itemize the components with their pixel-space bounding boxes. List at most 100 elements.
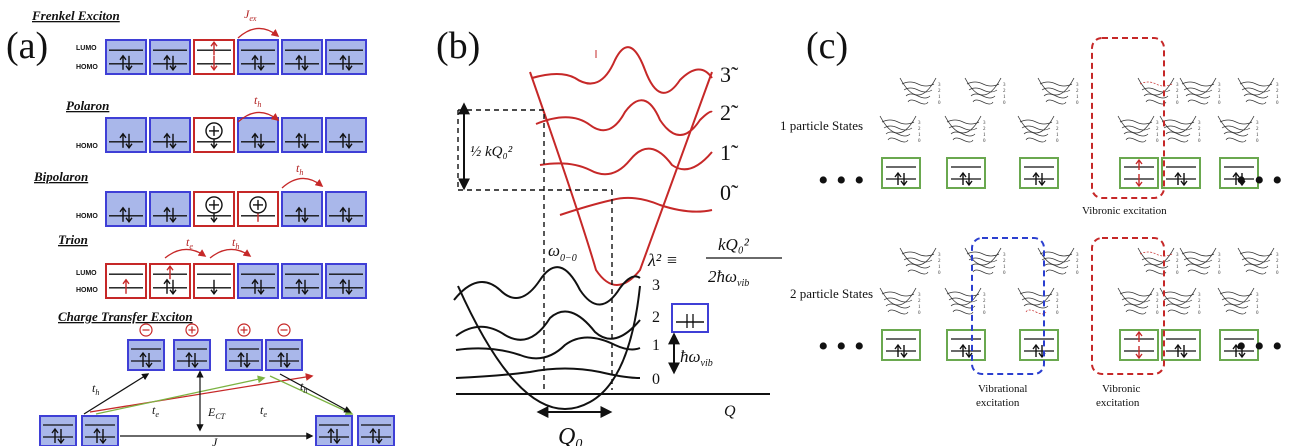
electron-down	[243, 353, 251, 369]
svg-text:1: 1	[938, 95, 941, 100]
electron-up	[210, 41, 218, 56]
q0-label: Q0	[558, 424, 582, 446]
lambda-numerator: kQ₀²	[718, 235, 750, 254]
svg-text:2: 2	[1256, 127, 1259, 132]
vibrational-label-line1: Vibrational	[978, 383, 1027, 395]
panel-b: (b) 3̃ 2̃ 1̃ 0̃ ½ kQ₀² ω0−0 λ² ≡ kQ₀² 2ħ…	[436, 25, 782, 446]
molecule-site	[281, 191, 323, 227]
molecule-site	[881, 329, 921, 361]
electron-up	[122, 278, 130, 294]
electron-up	[369, 427, 377, 443]
svg-text:0: 0	[1076, 101, 1079, 106]
plus-charge-icon	[185, 323, 199, 337]
svg-text:2: 2	[1003, 259, 1006, 264]
frenkel-row	[105, 39, 367, 75]
svg-text:2: 2	[1198, 299, 1201, 304]
svg-text:2: 2	[1056, 127, 1059, 132]
molecule-site	[325, 191, 367, 227]
svg-text:2: 2	[1256, 299, 1259, 304]
electron-down	[125, 55, 133, 71]
ct-red-arrow	[89, 373, 314, 413]
te-arrow	[164, 248, 207, 259]
electron-up	[163, 278, 171, 294]
th-symbol: th	[92, 381, 99, 397]
svg-text:3: 3	[1218, 253, 1221, 258]
electron-up	[339, 132, 347, 148]
svg-text:1: 1	[1256, 305, 1259, 310]
molecule-site	[193, 191, 235, 227]
electron-up	[1174, 171, 1182, 185]
electron-transfer-arrow	[95, 375, 266, 415]
electron-down	[1238, 345, 1246, 359]
svg-text:3: 3	[918, 121, 921, 126]
bipolaron-row	[105, 191, 367, 227]
electron-up	[894, 343, 902, 357]
electron-up	[295, 278, 303, 294]
molecule-site	[281, 263, 323, 299]
electron-down	[301, 133, 309, 149]
molecule-site	[325, 117, 367, 153]
ellipsis-left: • • •	[818, 330, 865, 363]
electron-up	[51, 427, 59, 443]
svg-text:1: 1	[1218, 95, 1221, 100]
trion-title: Trion	[58, 232, 88, 247]
excited-level-2: 2̃	[720, 100, 739, 125]
svg-text:2: 2	[1276, 89, 1279, 94]
molecule-site	[193, 263, 235, 299]
electron-down	[345, 207, 353, 223]
svg-text:3: 3	[1176, 253, 1179, 258]
svg-text:3: 3	[1076, 83, 1079, 88]
svg-text:3: 3	[1256, 121, 1259, 126]
svg-text:1: 1	[1276, 265, 1279, 270]
homo-label: HOMO	[76, 213, 98, 220]
svg-text:1: 1	[1056, 133, 1059, 138]
svg-text:0: 0	[1276, 271, 1279, 276]
electron-down	[1238, 173, 1246, 187]
svg-text:2: 2	[1176, 259, 1179, 264]
electron-up	[251, 132, 259, 148]
vibronic-excitation-label: Vibronic excitation	[1082, 205, 1167, 217]
homo-label: HOMO	[76, 143, 98, 150]
electron-down	[965, 345, 973, 359]
te-symbol: te	[260, 403, 267, 419]
electron-transfer-arrow	[269, 375, 354, 415]
svg-text:0: 0	[1003, 271, 1006, 276]
electron-down	[210, 55, 218, 71]
molecule-site	[1161, 329, 1201, 361]
electron-up	[163, 132, 171, 148]
svg-text:0: 0	[1176, 101, 1179, 106]
electron-down	[257, 55, 265, 71]
vibronic-label-line2: excitation	[1096, 397, 1140, 409]
electron-up	[1232, 343, 1240, 357]
svg-text:0: 0	[918, 311, 921, 316]
svg-text:1: 1	[1156, 133, 1159, 138]
svg-text:1: 1	[1218, 265, 1221, 270]
svg-text:2: 2	[938, 259, 941, 264]
electron-up	[185, 351, 193, 367]
panel-a: (a) Frenkel Exciton LUMO HOMO Jex Polaro…	[6, 7, 395, 446]
molecule-site	[1019, 329, 1059, 361]
panel-b-label: (b)	[436, 25, 480, 67]
electron-up	[959, 343, 967, 357]
svg-text:0: 0	[983, 311, 986, 316]
panel-a-label: (a)	[6, 25, 48, 67]
molecule-site	[237, 263, 279, 299]
electron-up	[166, 265, 174, 280]
electron-down	[169, 133, 177, 149]
svg-text:3: 3	[1218, 83, 1221, 88]
electron-down	[257, 279, 265, 295]
vibrational-label-line2: excitation	[976, 397, 1020, 409]
ct-diagram	[39, 323, 395, 446]
svg-text:1: 1	[1003, 265, 1006, 270]
electron-up	[277, 351, 285, 367]
polaron-row	[105, 117, 367, 153]
electron-up	[237, 351, 245, 367]
svg-text:3: 3	[983, 293, 986, 298]
ground-level-2: 2	[652, 309, 660, 326]
excited-level-0: 0̃	[720, 180, 739, 205]
electron-down	[257, 133, 265, 149]
electron-down	[301, 279, 309, 295]
